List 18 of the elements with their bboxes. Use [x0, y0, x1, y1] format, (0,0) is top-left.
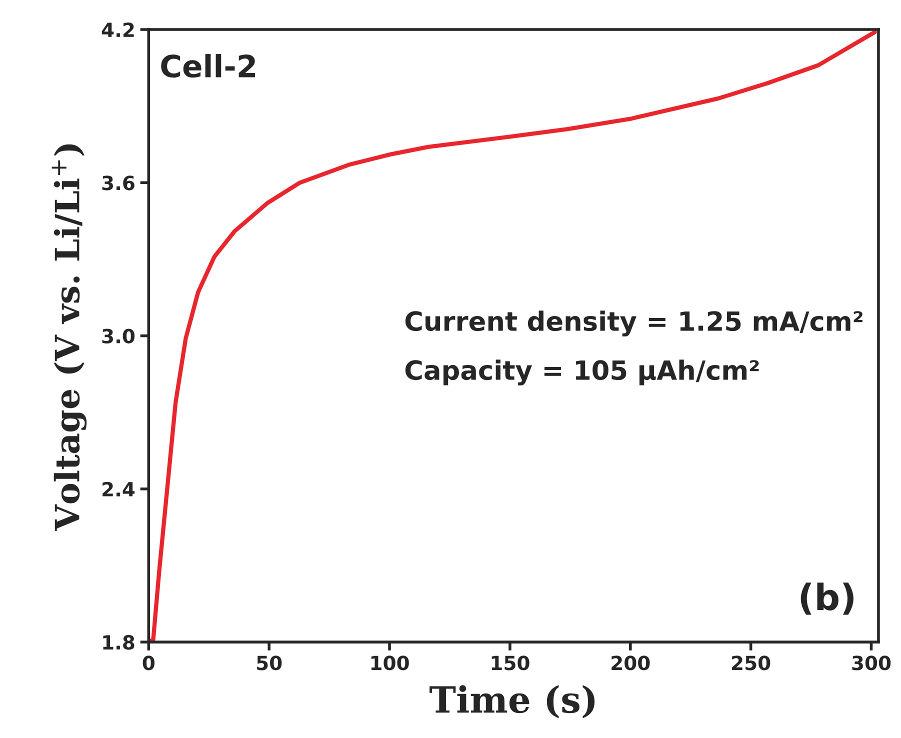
x-tick-label: 250 [732, 656, 770, 670]
y-axis-title: Voltage (V vs. Li/Li$^{+}$) [52, 144, 87, 531]
y-tick-label: 2.4 [102, 482, 135, 496]
x-tick-label: 200 [612, 656, 650, 670]
annotation: Cell-2 [161, 54, 255, 78]
x-axis-title: Time (s) [430, 685, 595, 718]
x-tick-label: 50 [257, 656, 282, 670]
y-tick-label: 3.0 [102, 328, 135, 344]
x-tick-label: 0 [142, 656, 154, 670]
y-tick-label: 1.8 [103, 635, 134, 650]
annotation: Current density = 1.25 mA/cm² [405, 310, 862, 336]
y-tick-label: 3.6 [102, 176, 134, 190]
x-tick-label: 300 [852, 656, 891, 670]
annotation: Capacity = 105 μAh/cm² [405, 360, 759, 386]
x-tick-label: 100 [371, 656, 409, 670]
x-tick-label: 150 [492, 656, 530, 670]
y-tick-label: 4.2 [102, 22, 134, 37]
annotation: (b) [800, 582, 854, 615]
